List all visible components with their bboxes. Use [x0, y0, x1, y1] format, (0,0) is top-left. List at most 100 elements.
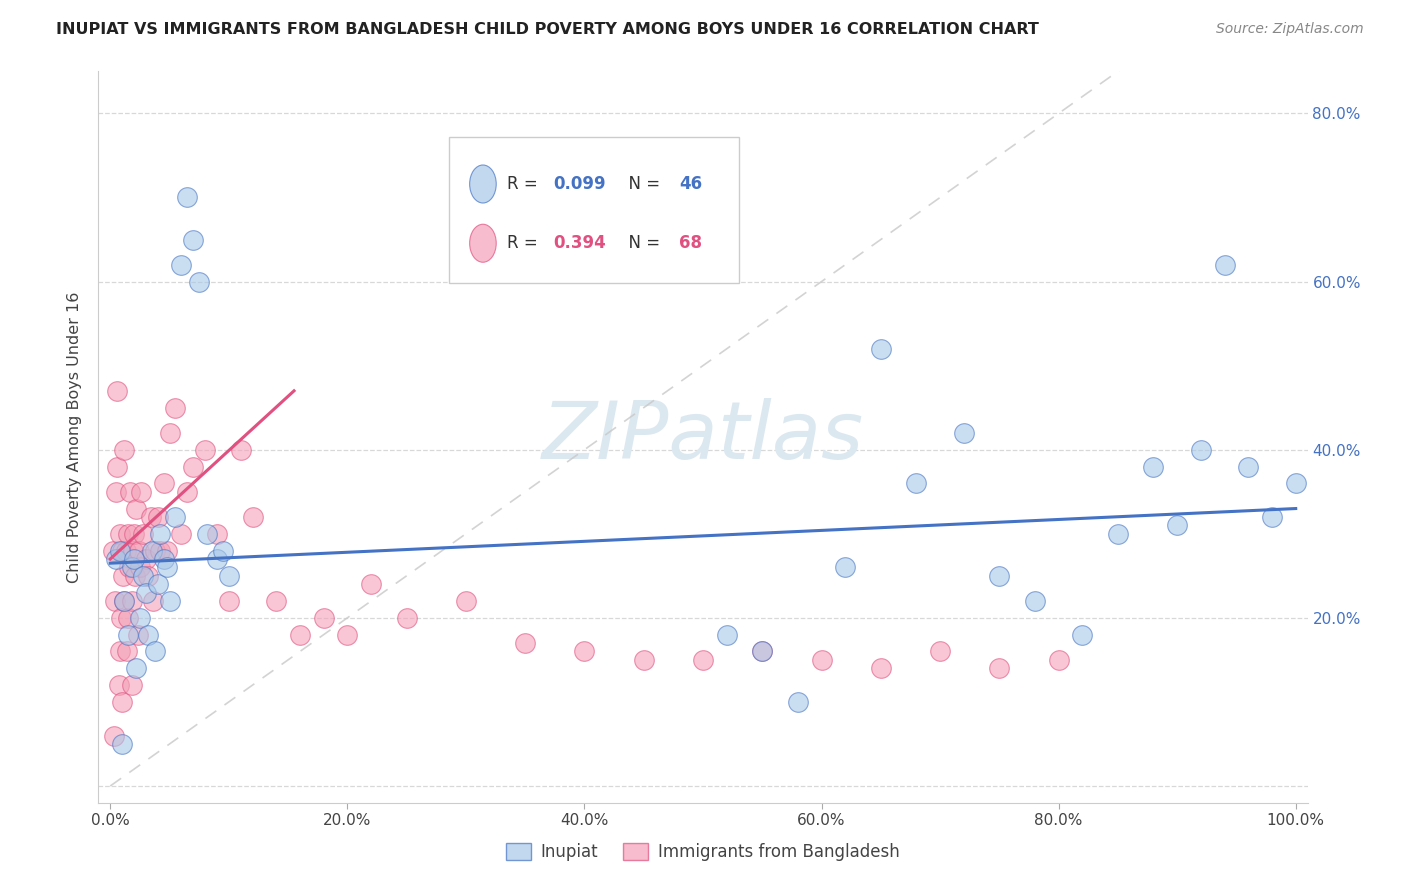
Point [105, 552, 128, 566]
Point [218, 569, 240, 583]
Point [141, 543, 163, 558]
Point [181, 233, 204, 247]
Point [1237, 459, 1260, 474]
Point [454, 594, 477, 608]
Point [574, 644, 596, 658]
Point [869, 342, 891, 356]
Point [114, 594, 136, 608]
Point [1107, 526, 1129, 541]
Point [143, 644, 166, 658]
Text: 68: 68 [679, 235, 702, 252]
Point [170, 526, 193, 541]
Point [929, 644, 952, 658]
Point [1285, 476, 1308, 491]
Text: 0.394: 0.394 [553, 235, 606, 252]
Point [1142, 459, 1164, 474]
Point [156, 560, 179, 574]
FancyBboxPatch shape [449, 137, 740, 284]
Point [905, 476, 928, 491]
Point [156, 543, 179, 558]
Point [125, 661, 148, 675]
Point [633, 653, 655, 667]
Text: N =: N = [619, 235, 665, 252]
Point [692, 653, 714, 667]
Point [146, 577, 169, 591]
Point [165, 401, 187, 415]
Point [181, 459, 204, 474]
Point [197, 526, 219, 541]
Point [515, 636, 537, 650]
Point [152, 476, 174, 491]
Point [312, 611, 335, 625]
Point [288, 627, 311, 641]
Point [111, 543, 134, 558]
Point [205, 526, 228, 541]
Point [869, 661, 891, 675]
Point [121, 594, 143, 608]
Point [115, 644, 138, 658]
Point [114, 442, 136, 457]
Ellipse shape [470, 224, 496, 262]
Point [107, 678, 129, 692]
Text: ZIPatlas: ZIPatlas [541, 398, 865, 476]
Point [103, 729, 125, 743]
Point [1047, 653, 1070, 667]
Point [786, 695, 808, 709]
Point [108, 644, 131, 658]
Point [176, 190, 198, 204]
Point [810, 653, 832, 667]
Point [360, 577, 382, 591]
Point [125, 501, 148, 516]
Point [1261, 510, 1284, 524]
Point [834, 560, 856, 574]
Point [988, 661, 1011, 675]
Text: N =: N = [619, 175, 665, 193]
Text: Source: ZipAtlas.com: Source: ZipAtlas.com [1216, 22, 1364, 37]
Point [229, 442, 252, 457]
Point [122, 552, 145, 566]
Point [129, 484, 152, 499]
Point [1213, 258, 1236, 272]
Text: R =: R = [508, 175, 543, 193]
Point [105, 384, 128, 398]
Point [117, 611, 139, 625]
Point [101, 543, 124, 558]
Point [129, 560, 152, 574]
Point [751, 644, 773, 658]
Point [143, 543, 166, 558]
Point [111, 737, 134, 751]
Point [121, 560, 143, 574]
Point [194, 442, 217, 457]
Point [117, 627, 139, 641]
Point [135, 585, 157, 599]
Point [122, 526, 145, 541]
Point [110, 611, 132, 625]
Point [1166, 518, 1188, 533]
Point [1024, 594, 1046, 608]
Point [242, 510, 264, 524]
Point [136, 569, 159, 583]
Point [159, 594, 181, 608]
Point [336, 627, 359, 641]
Text: 46: 46 [679, 175, 702, 193]
Point [188, 275, 211, 289]
Point [105, 484, 128, 499]
Y-axis label: Child Poverty Among Boys Under 16: Child Poverty Among Boys Under 16 [67, 292, 83, 582]
Point [1071, 627, 1094, 641]
Point [132, 526, 155, 541]
Point [121, 543, 143, 558]
Point [114, 543, 136, 558]
Point [111, 695, 134, 709]
Point [1189, 442, 1212, 457]
Point [170, 258, 193, 272]
Point [395, 611, 418, 625]
Point [152, 552, 174, 566]
Point [128, 543, 150, 558]
Point [149, 543, 172, 558]
Point [988, 569, 1011, 583]
Point [146, 510, 169, 524]
Point [108, 543, 131, 558]
Point [129, 611, 152, 625]
Point [121, 678, 143, 692]
Point [212, 543, 235, 558]
